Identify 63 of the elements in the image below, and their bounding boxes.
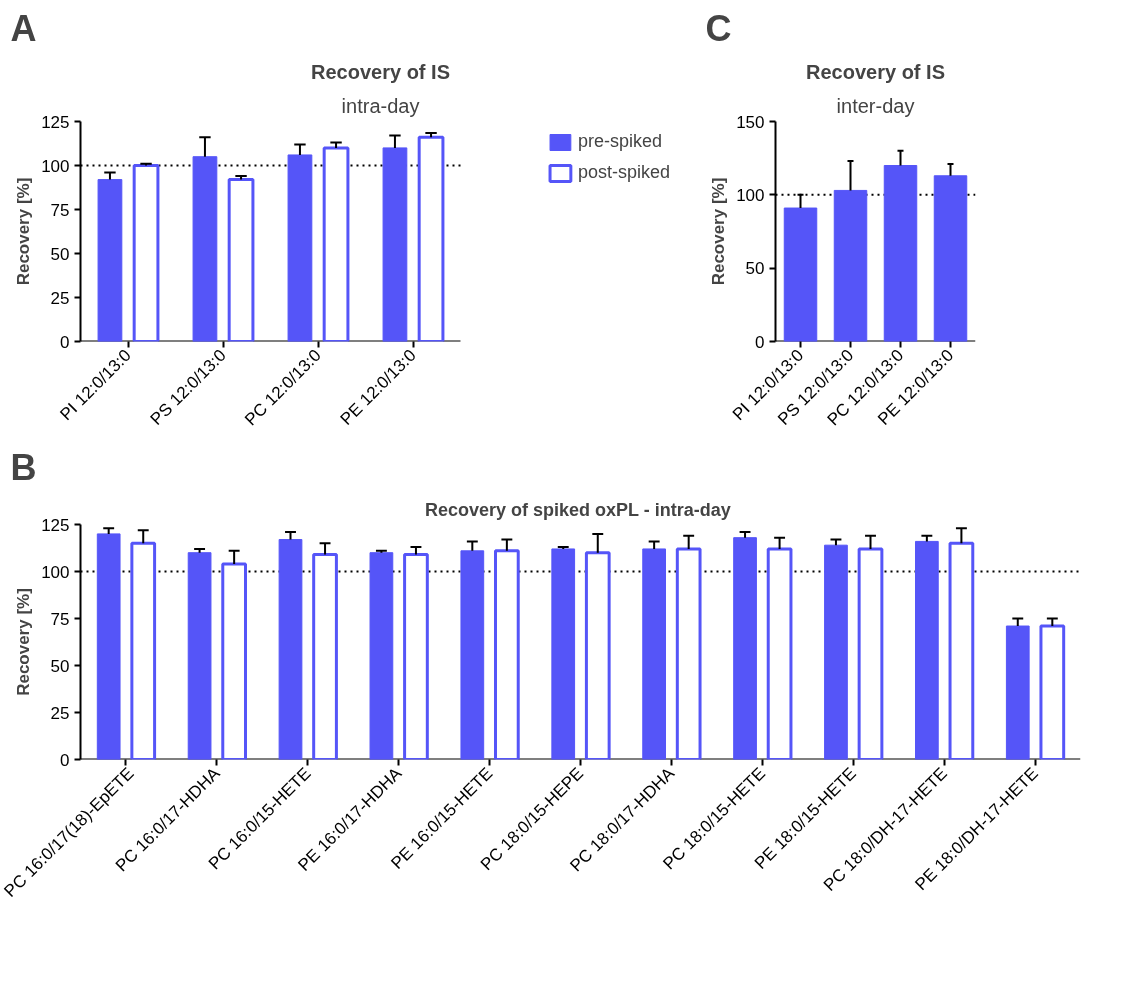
bar <box>312 553 338 760</box>
bar <box>187 552 212 760</box>
y-tick-label: 25 <box>50 288 70 308</box>
chart-subtitle: intra-day <box>341 94 420 117</box>
y-tick-label: 75 <box>50 609 70 629</box>
y-tick-label: 150 <box>736 112 765 132</box>
y-tick-label: 100 <box>736 185 765 205</box>
bar <box>857 547 884 760</box>
legend-label: pre-spiked <box>577 131 662 152</box>
bar <box>883 165 918 342</box>
y-tick-label: 0 <box>60 750 70 770</box>
chart-subtitle: inter-day <box>836 94 915 117</box>
bar <box>287 154 313 342</box>
bar <box>132 164 160 342</box>
chart-title: Recovery of spiked oxPL - intra-day <box>424 499 731 520</box>
bar <box>1005 625 1030 760</box>
bar <box>766 547 793 760</box>
legend-label: post-spiked <box>577 162 670 183</box>
bar <box>551 548 576 760</box>
y-tick-label: 125 <box>41 112 70 132</box>
bar <box>221 562 247 760</box>
bar <box>948 541 975 760</box>
bar <box>96 533 121 760</box>
y-tick-label: 50 <box>50 656 70 676</box>
bar <box>933 175 968 342</box>
bar <box>642 548 666 760</box>
bar <box>783 207 818 342</box>
bar <box>130 541 157 760</box>
y-axis-title: Recovery [%] <box>709 177 729 286</box>
y-axis-title: Recovery [%] <box>14 588 34 696</box>
bar <box>97 179 123 342</box>
chart-title: Recovery of IS <box>806 60 945 83</box>
bar <box>278 539 303 760</box>
y-tick-label: 75 <box>50 200 70 220</box>
bar <box>460 550 485 760</box>
bar <box>733 537 757 760</box>
y-tick-label: 50 <box>50 244 70 264</box>
bar <box>494 549 520 760</box>
y-axis-title: Recovery [%] <box>14 177 34 286</box>
bar <box>192 156 218 342</box>
bar <box>322 146 350 342</box>
bar <box>227 178 255 342</box>
text: B <box>10 446 37 488</box>
bar <box>382 147 408 342</box>
bar <box>369 552 394 760</box>
y-tick-label: 125 <box>41 515 70 535</box>
chart-title: Recovery of IS <box>311 60 450 83</box>
y-tick-label: 0 <box>60 332 70 352</box>
y-tick-label: 50 <box>745 259 765 279</box>
y-tick-label: 100 <box>41 156 70 176</box>
text: A <box>10 7 37 49</box>
y-tick-label: 0 <box>755 332 765 352</box>
bar <box>584 551 611 760</box>
bar <box>915 540 939 760</box>
y-tick-label: 100 <box>41 562 70 582</box>
bar <box>403 553 429 760</box>
bar <box>824 544 848 760</box>
bar <box>675 547 702 760</box>
text: C <box>705 7 732 49</box>
bar <box>1039 624 1066 760</box>
y-tick-label: 25 <box>50 703 70 723</box>
bar <box>833 189 868 342</box>
bar <box>417 135 445 342</box>
